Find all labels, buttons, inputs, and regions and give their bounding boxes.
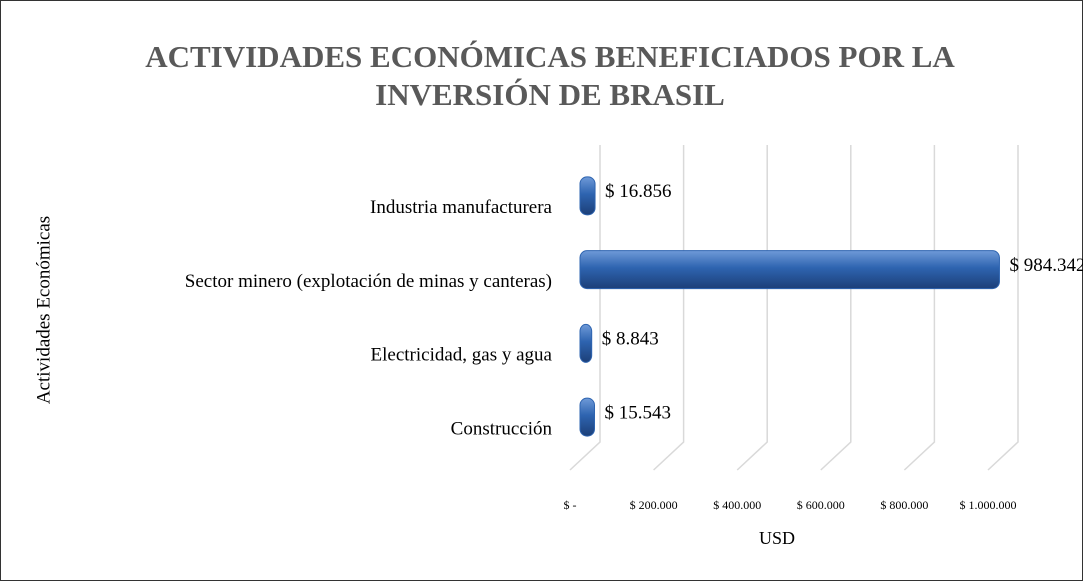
chart-title: ACTIVIDADES ECONÓMICAS BENEFICIADOS POR … [145, 39, 955, 112]
value-label: $ 16.856 [605, 181, 672, 202]
grid-line [653, 145, 685, 471]
x-tick-label: $ 400.000 [713, 498, 761, 512]
grid-line [903, 145, 936, 471]
y-tick-label: Industria manufacturera [370, 197, 553, 218]
y-tick-label: Sector minero (explotación de minas y ca… [185, 271, 552, 292]
grid-line [569, 145, 601, 471]
x-tick-label: $ 600.000 [797, 498, 845, 512]
value-label: $ 8.843 [602, 329, 659, 350]
grid-line [820, 145, 852, 471]
x-tick-label: $ 1.000.000 [960, 498, 1017, 512]
y-tick-label: Construcción [451, 418, 553, 439]
value-label: $ 984.342 [1009, 255, 1083, 276]
bar [579, 250, 1000, 290]
grid-line [987, 145, 1019, 471]
x-tick-label: $ 800.000 [880, 498, 928, 512]
x-tick-label: $ - [564, 498, 577, 512]
y-axis-label: Actividades Económicas [33, 216, 54, 404]
bar [579, 323, 593, 363]
x-axis-label: USD [759, 528, 795, 548]
x-tick-label: $ 200.000 [630, 498, 678, 512]
grid-line [736, 145, 768, 471]
bar [579, 397, 595, 437]
y-tick-label: Electricidad, gas y agua [371, 345, 553, 366]
value-label: $ 15.543 [604, 402, 671, 423]
bar [579, 176, 596, 216]
